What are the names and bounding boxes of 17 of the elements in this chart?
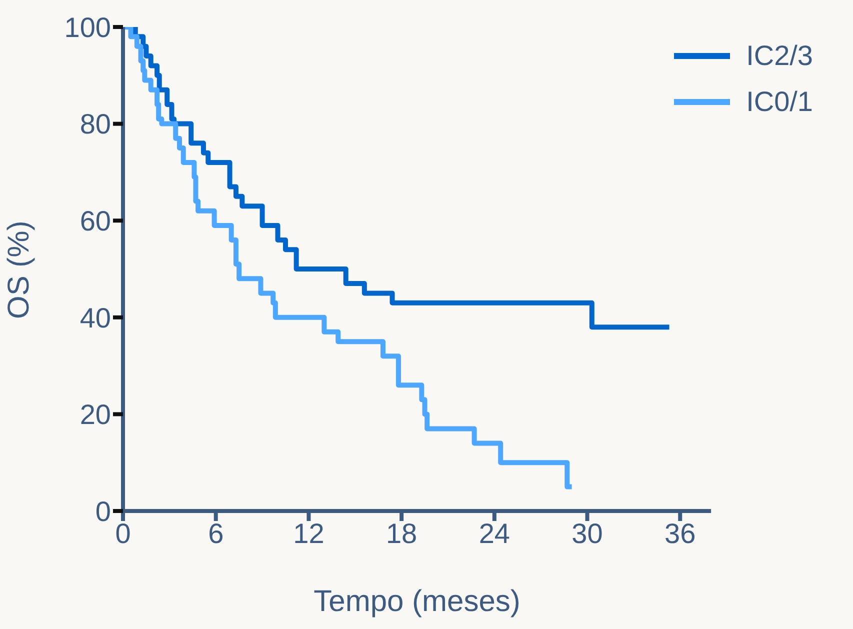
y-tick-label: 40 [80,302,111,334]
y-tick-label: 20 [80,399,111,430]
x-axis-title: Tempo (meses) [314,585,520,618]
y-tick-label: 80 [80,108,111,140]
x-tick-label: 18 [386,518,418,549]
y-axis-title: OS (%) [2,220,36,319]
x-tick-label: 0 [115,518,131,549]
x-tick-label: 6 [208,518,224,549]
y-tick-label: 60 [80,206,111,237]
legend-label: IC2/3 [746,40,813,72]
y-tick-label: 100 [64,12,111,43]
x-tick-label: 12 [293,518,324,549]
y-tick-label: 0 [95,496,111,527]
x-tick-label: 36 [664,518,696,549]
x-tick-label: 24 [478,518,510,549]
x-tick-label: 30 [572,518,603,549]
legend-label: IC0/1 [746,86,813,118]
